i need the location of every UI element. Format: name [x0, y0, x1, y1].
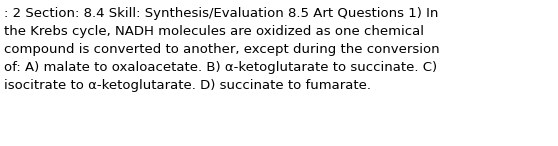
Text: : 2 Section: 8.4 Skill: Synthesis/Evaluation 8.5 Art Questions 1) In
the Krebs c: : 2 Section: 8.4 Skill: Synthesis/Evalua… — [4, 7, 440, 92]
